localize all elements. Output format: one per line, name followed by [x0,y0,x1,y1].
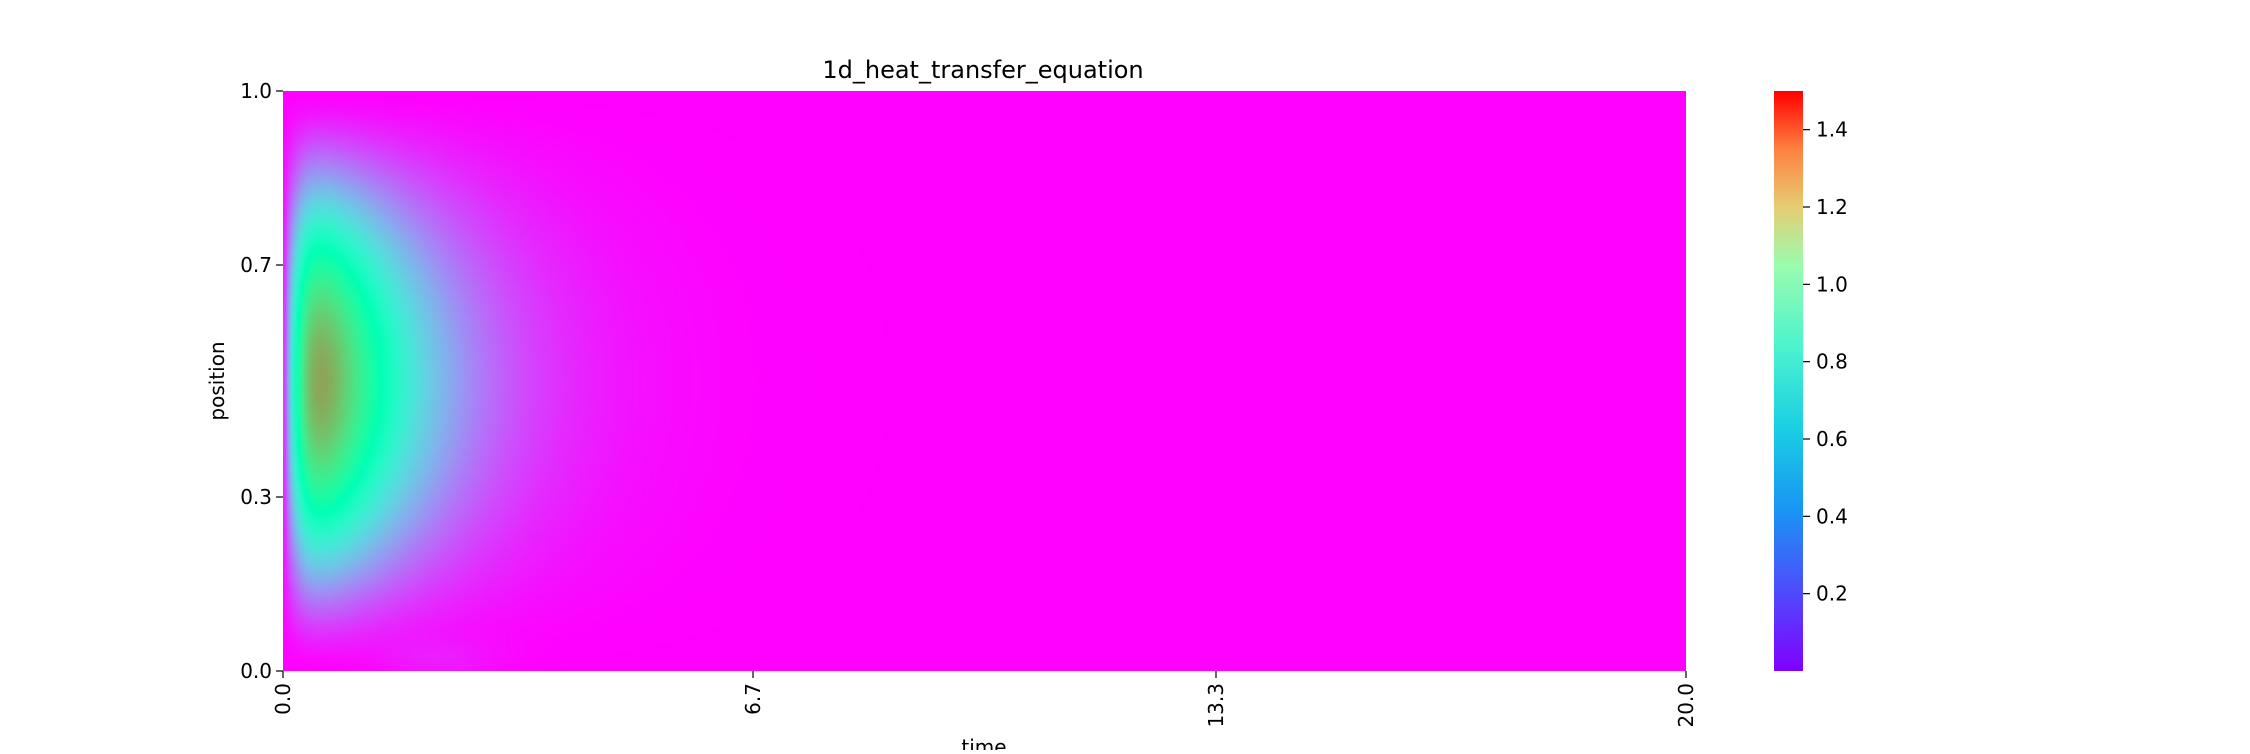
colorbar-tick-label: 1.2 [1816,195,1848,219]
colorbar-tick-label: 1.4 [1816,118,1848,142]
heatmap-plot-area [283,91,1686,671]
colorbar-tick-label: 0.2 [1816,582,1848,606]
y-axis-label: position [205,341,229,420]
x-tick-label: 13.3 [1204,683,1228,728]
x-axis-label: time [961,735,1006,750]
y-tick-label: 0.0 [240,659,272,683]
colorbar-tick-label: 0.4 [1816,504,1848,528]
y-tick-label: 1.0 [240,79,272,103]
x-axis: 0.0 6.7 13.3 20.0 [271,671,1698,728]
colorbar-axis: 1.4 1.2 1.0 0.8 0.6 0.4 0.2 [1803,118,1848,606]
colorbar-tick-label: 0.6 [1816,427,1848,451]
x-tick-label: 20.0 [1674,683,1698,728]
x-tick-label: 6.7 [741,683,765,715]
chart-title: 1d_heat_transfer_equation [822,56,1143,84]
colorbar-tick-label: 0.8 [1816,350,1848,374]
colorbar-tick-label: 1.0 [1816,272,1848,296]
colorbar [1774,91,1803,671]
x-tick-label: 0.0 [271,683,295,715]
y-tick-label: 0.3 [240,485,272,509]
y-tick-label: 0.7 [240,253,272,277]
y-axis: 1.0 0.7 0.3 0.0 [240,79,283,683]
